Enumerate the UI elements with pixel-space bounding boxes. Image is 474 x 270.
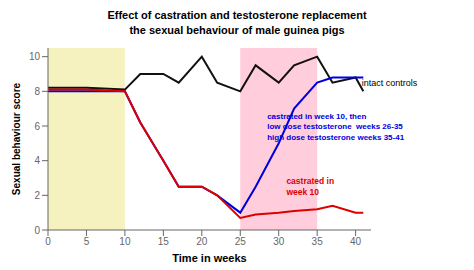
svg-text:30: 30 (273, 236, 285, 247)
svg-text:40: 40 (350, 236, 362, 247)
svg-text:15: 15 (158, 236, 170, 247)
svg-text:10: 10 (119, 236, 131, 247)
svg-text:4: 4 (34, 155, 40, 166)
svg-text:0: 0 (45, 236, 51, 247)
svg-text:6: 6 (34, 121, 40, 132)
svg-text:8: 8 (34, 86, 40, 97)
svg-text:Sexual behaviour score: Sexual behaviour score (11, 82, 22, 195)
svg-text:25: 25 (235, 236, 247, 247)
svg-text:2: 2 (34, 190, 40, 201)
svg-text:35: 35 (312, 236, 324, 247)
html-text:Effect of castration and testo: Effect of castration and testosterone re… (107, 9, 367, 21)
svg-text:intact controls: intact controls (362, 78, 418, 88)
svg-text:0: 0 (34, 225, 40, 236)
svg-text:20: 20 (196, 236, 208, 247)
svg-text:10: 10 (29, 51, 41, 62)
svg-text:Time in weeks: Time in weeks (172, 252, 246, 262)
html-text:the sexual behaviour of male g: the sexual behaviour of male guinea pigs (129, 24, 345, 36)
svg-text:5: 5 (84, 236, 90, 247)
svg-text:castrated in week 10, thenlow: castrated in week 10, thenlow dose testo… (267, 112, 404, 142)
svg-text:castrated inweek 10: castrated inweek 10 (285, 176, 334, 197)
